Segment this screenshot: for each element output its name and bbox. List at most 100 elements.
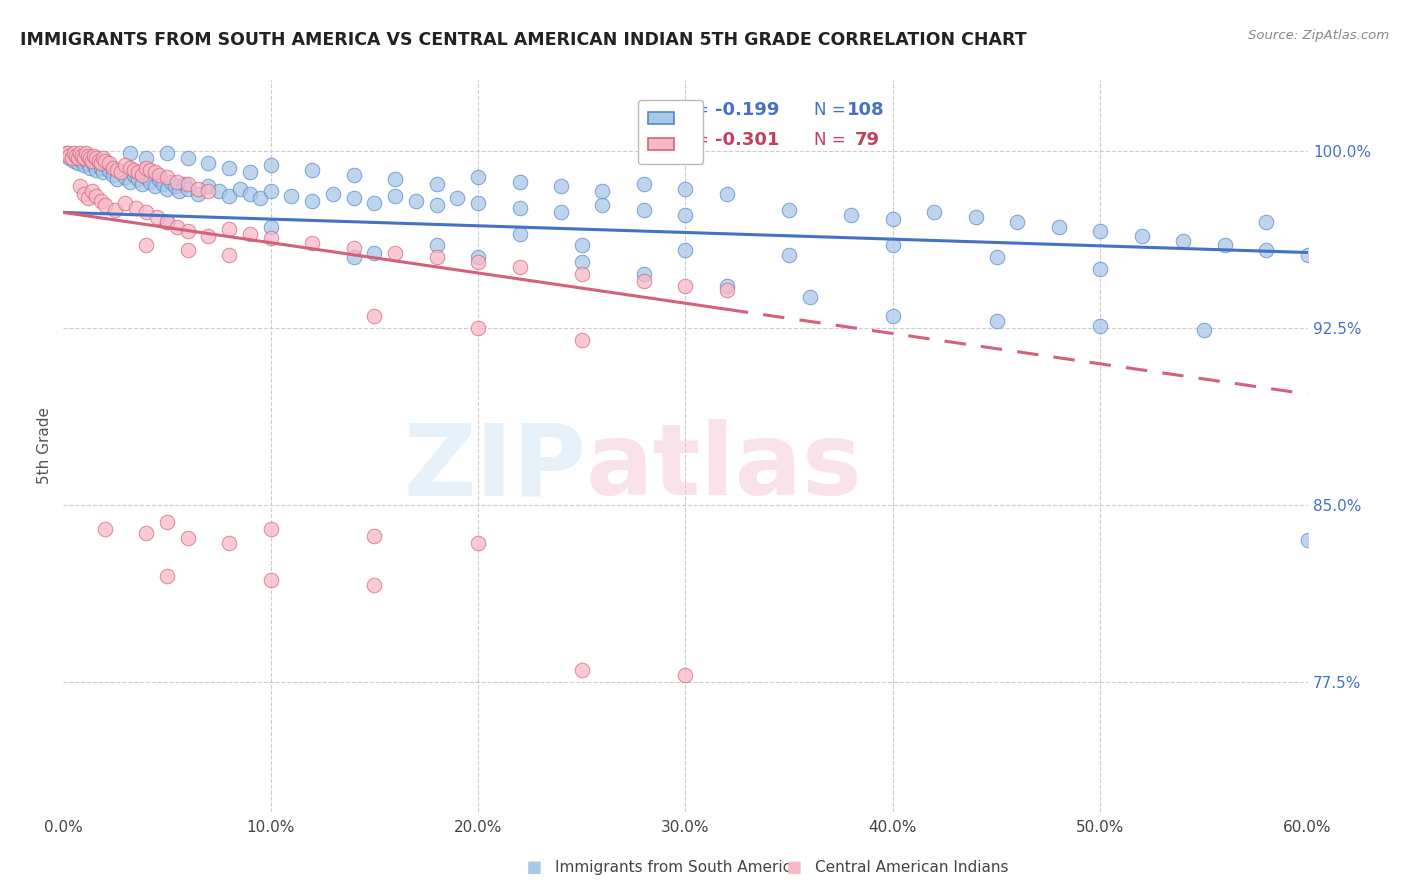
Point — [675, 182, 697, 196]
Point — [363, 245, 385, 260]
Point — [135, 205, 157, 219]
Point — [118, 175, 141, 189]
Point — [467, 250, 489, 264]
Point — [135, 161, 157, 175]
Point — [87, 156, 110, 170]
Point — [363, 310, 385, 324]
Point — [82, 184, 104, 198]
Point — [135, 526, 157, 541]
Point — [97, 156, 120, 170]
Point — [675, 278, 697, 293]
Point — [675, 208, 697, 222]
Point — [165, 179, 187, 194]
Point — [218, 161, 240, 175]
Point — [675, 668, 697, 682]
Point — [83, 149, 105, 163]
Point — [592, 198, 614, 212]
Point — [69, 179, 91, 194]
Point — [675, 243, 697, 257]
Point — [90, 156, 112, 170]
Point — [426, 198, 449, 212]
Point — [1090, 224, 1112, 238]
Point — [239, 165, 262, 179]
Point — [1130, 229, 1153, 244]
Point — [882, 238, 904, 252]
Point — [110, 165, 132, 179]
Point — [156, 215, 179, 229]
Point — [301, 236, 323, 251]
Point — [73, 186, 96, 201]
Point — [166, 175, 188, 189]
Point — [218, 222, 240, 236]
Point — [91, 165, 114, 179]
Point — [208, 184, 231, 198]
Point — [135, 151, 157, 165]
Point — [97, 163, 120, 178]
Point — [66, 151, 89, 165]
Point — [571, 238, 593, 252]
Point — [1256, 243, 1278, 257]
Point — [143, 165, 166, 179]
Point — [384, 189, 406, 203]
Point — [986, 250, 1008, 264]
Point — [197, 229, 219, 244]
Point — [633, 202, 655, 217]
Text: R =: R = — [678, 101, 709, 119]
Point — [156, 169, 179, 184]
Point — [633, 274, 655, 288]
Point — [69, 146, 91, 161]
Text: ▪: ▪ — [526, 855, 543, 879]
Point — [571, 267, 593, 281]
Point — [260, 184, 283, 198]
Point — [173, 177, 195, 191]
Point — [82, 153, 104, 168]
Point — [87, 153, 110, 168]
Point — [90, 194, 112, 208]
Point — [127, 165, 149, 179]
Point — [716, 186, 738, 201]
Point — [187, 186, 209, 201]
Point — [75, 151, 97, 165]
Point — [62, 146, 84, 161]
Point — [1296, 533, 1319, 548]
Point — [156, 515, 179, 529]
Legend:   ,   : , — [638, 100, 703, 164]
Point — [467, 321, 489, 335]
Point — [633, 267, 655, 281]
Point — [550, 205, 572, 219]
Point — [1213, 238, 1236, 252]
Point — [426, 250, 449, 264]
Point — [301, 163, 323, 178]
Point — [592, 184, 614, 198]
Text: Source: ZipAtlas.com: Source: ZipAtlas.com — [1249, 29, 1389, 42]
Point — [131, 168, 153, 182]
Point — [93, 522, 117, 536]
Point — [228, 182, 250, 196]
Point — [218, 535, 240, 549]
Point — [218, 189, 240, 203]
Text: ▪: ▪ — [786, 855, 803, 879]
Point — [363, 196, 385, 211]
Point — [77, 156, 100, 170]
Point — [249, 191, 271, 205]
Point — [799, 290, 821, 304]
Point — [197, 184, 219, 198]
Point — [127, 172, 149, 186]
Point — [86, 163, 108, 178]
Point — [467, 535, 489, 549]
Point — [101, 161, 124, 175]
Point — [1192, 323, 1215, 337]
Point — [75, 146, 97, 161]
Point — [70, 153, 93, 168]
Point — [260, 158, 283, 172]
Point — [60, 151, 83, 165]
Point — [280, 189, 302, 203]
Point — [156, 215, 179, 229]
Point — [56, 146, 79, 161]
Point — [56, 146, 79, 161]
Text: Immigrants from South America: Immigrants from South America — [555, 860, 801, 874]
Point — [1047, 219, 1070, 234]
Point — [93, 198, 117, 212]
Point — [187, 182, 209, 196]
Point — [343, 250, 366, 264]
